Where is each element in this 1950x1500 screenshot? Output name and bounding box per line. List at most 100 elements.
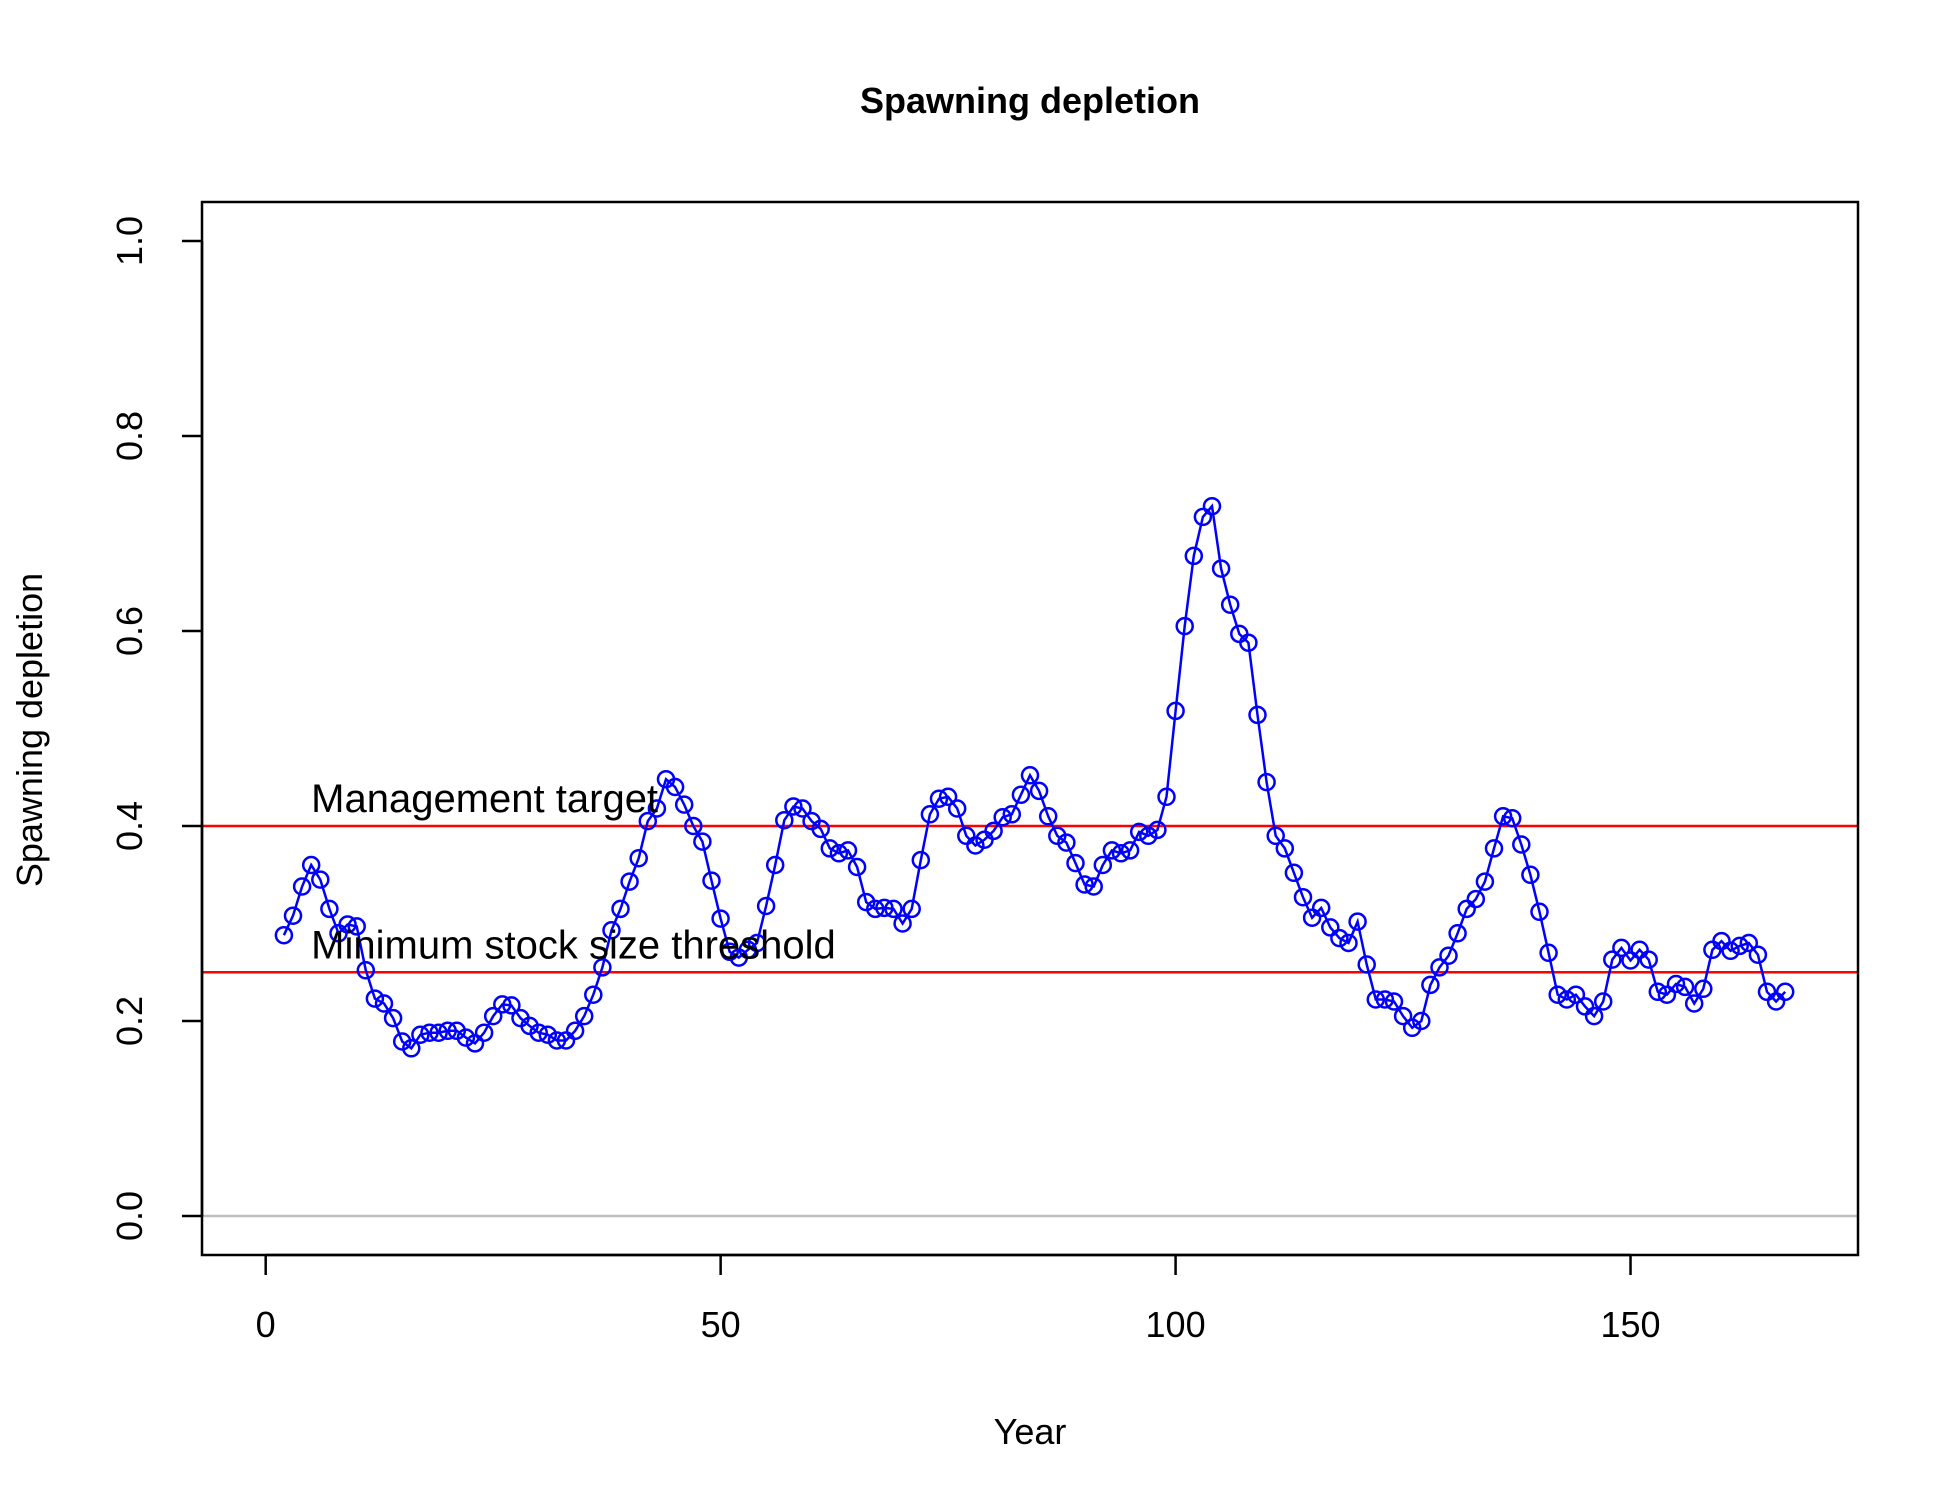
data-point <box>402 1039 421 1058</box>
data-point <box>1584 1006 1604 1026</box>
data-point <box>665 777 685 797</box>
data-point <box>1102 841 1122 860</box>
data-point <box>411 1025 430 1044</box>
data-point <box>1575 997 1595 1016</box>
data-point <box>1248 705 1267 725</box>
data-point <box>1075 875 1094 894</box>
data-point <box>1166 701 1185 721</box>
data-point <box>1239 633 1258 652</box>
data-point <box>1448 924 1467 943</box>
data-point <box>1029 781 1049 801</box>
data-point <box>465 1034 485 1053</box>
reference-lines <box>202 824 1858 1218</box>
y-tick-label: 0.6 <box>109 606 150 656</box>
data-point <box>747 933 767 953</box>
data-point <box>1193 507 1213 527</box>
data-point <box>875 898 894 918</box>
data-point <box>847 857 867 877</box>
chart-title: Spawning depletion <box>860 80 1200 121</box>
data-point <box>1120 841 1140 860</box>
data-point <box>1475 872 1495 891</box>
data-point <box>947 799 967 818</box>
data-point <box>1093 855 1113 875</box>
data-point <box>420 1023 439 1042</box>
data-point <box>720 942 739 962</box>
data-point <box>1284 863 1304 883</box>
data-point <box>320 899 339 919</box>
data-point <box>1493 807 1513 826</box>
data-point <box>1220 595 1240 614</box>
data-point <box>456 1028 476 1047</box>
data-point <box>1111 844 1131 863</box>
data-point <box>483 1006 503 1026</box>
data-point <box>784 797 803 816</box>
data-point <box>966 836 985 855</box>
data-point <box>1384 992 1404 1011</box>
data-point <box>429 1023 448 1042</box>
data-point <box>1730 936 1749 956</box>
data-point <box>1184 546 1204 566</box>
data-point <box>765 855 785 875</box>
data-point <box>301 855 321 875</box>
data-point <box>1211 559 1231 578</box>
data-point <box>1139 826 1158 846</box>
data-point <box>1539 943 1558 963</box>
data-point <box>611 899 630 919</box>
data-point <box>1175 616 1194 636</box>
data-point <box>1512 835 1531 854</box>
y-tick-label: 0.0 <box>109 1191 150 1241</box>
data-point <box>1293 887 1313 907</box>
data-point <box>811 819 830 839</box>
data-point <box>1612 938 1631 958</box>
data-point <box>775 810 794 830</box>
data-point <box>383 1008 403 1028</box>
data-point <box>1630 940 1649 960</box>
x-tick-label: 50 <box>701 1304 741 1345</box>
data-point <box>565 1021 585 1041</box>
data-point <box>938 787 958 807</box>
data-point <box>911 850 931 870</box>
data-point <box>866 899 885 919</box>
data-point <box>584 985 603 1004</box>
data-point <box>1330 928 1349 948</box>
data-point <box>1275 839 1295 858</box>
data-point <box>292 877 312 896</box>
data-point <box>1521 865 1540 885</box>
data-point <box>674 795 694 814</box>
data-series <box>274 496 1795 1058</box>
data-point <box>1257 772 1276 792</box>
data-point <box>1502 808 1522 828</box>
data-point <box>574 1006 594 1026</box>
data-point <box>820 839 840 858</box>
data-point <box>838 841 858 860</box>
x-axis-label: Year <box>994 1411 1067 1452</box>
data-point <box>1002 805 1022 824</box>
data-point <box>283 906 303 925</box>
data-point <box>1530 902 1549 922</box>
data-point <box>693 832 712 851</box>
data-point <box>274 925 294 945</box>
data-point <box>957 826 976 846</box>
data-point <box>347 917 366 936</box>
x-axis: 0 50 100 150 <box>256 1253 1661 1345</box>
data-point <box>365 989 385 1008</box>
data-point <box>1421 975 1440 995</box>
data-point <box>1775 982 1795 1002</box>
y-axis: 0.0 0.2 0.4 0.6 0.8 1.0 <box>109 216 204 1241</box>
data-point <box>1302 908 1322 927</box>
data-point <box>602 921 621 940</box>
data-point <box>1148 820 1167 840</box>
x-tick-label: 0 <box>256 1304 276 1345</box>
data-point <box>593 958 612 977</box>
data-point <box>629 848 648 868</box>
x-tick-label: 100 <box>1146 1304 1206 1345</box>
data-point <box>1366 990 1386 1009</box>
data-point <box>1721 941 1740 961</box>
data-point <box>1666 974 1686 994</box>
data-point <box>1038 807 1058 826</box>
data-point <box>1202 496 1222 516</box>
data-point <box>1694 979 1713 999</box>
data-point <box>929 789 949 808</box>
data-point <box>1621 951 1640 970</box>
